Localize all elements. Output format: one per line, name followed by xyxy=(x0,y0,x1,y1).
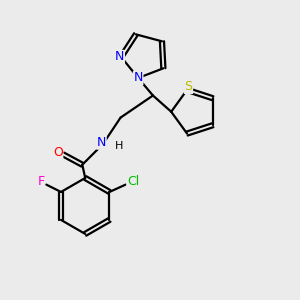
Text: H: H xyxy=(115,141,123,151)
Text: O: O xyxy=(53,146,63,159)
Text: N: N xyxy=(134,71,143,85)
Text: F: F xyxy=(38,175,44,188)
Text: N: N xyxy=(97,136,106,149)
Text: Cl: Cl xyxy=(127,175,139,188)
Text: N: N xyxy=(115,50,124,64)
Text: S: S xyxy=(184,80,193,93)
